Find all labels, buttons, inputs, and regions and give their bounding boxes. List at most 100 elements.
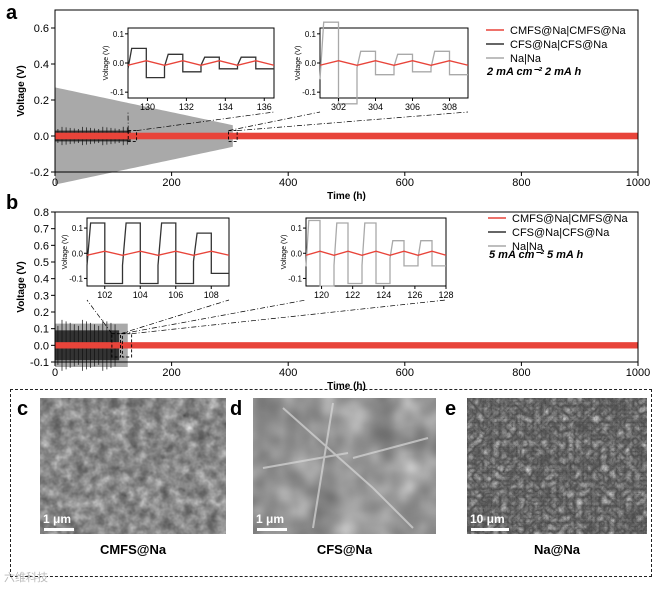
- x-axis-label: Time (h): [327, 381, 366, 392]
- inset-x-tick-label: 132: [179, 102, 194, 112]
- panel-letter-c: c: [17, 398, 29, 420]
- legend-label: CFS@Na|CFS@Na: [512, 227, 610, 239]
- inset-y-tick-label: 0.0: [113, 59, 125, 68]
- x-axis-label: Time (h): [327, 191, 366, 202]
- plot-frame: [54, 9, 639, 173]
- inset-x-tick-label: 106: [168, 290, 183, 300]
- sem-caption-na: Na@Na: [534, 542, 580, 557]
- inset-y-tick-label: 0.1: [113, 30, 125, 39]
- inset-x-tick-label: 308: [442, 102, 457, 112]
- x-tick-label: 200: [162, 177, 180, 189]
- x-tick-label: 1000: [626, 367, 650, 379]
- inset-y-tick-label: 0.0: [291, 249, 303, 258]
- watermark-text: 六维科技: [4, 571, 48, 584]
- sem-texture-smooth: [253, 398, 436, 534]
- y-tick-label: 0.8: [34, 207, 49, 219]
- inset-cfs-trace: [127, 47, 274, 79]
- condition-label: 2 mA cm⁻² 2 mA h: [486, 66, 582, 78]
- y-tick-label: 0.7: [34, 224, 49, 236]
- inset-y-tick-label: 0.0: [72, 249, 84, 258]
- y-tick-label: 0.0: [34, 340, 49, 352]
- inset-x-tick-label: 102: [97, 290, 112, 300]
- inset-x-tick-label: 124: [376, 290, 391, 300]
- x-tick-label: 600: [396, 367, 414, 379]
- inset-x-tick-label: 134: [218, 102, 233, 112]
- zoom-connector: [86, 299, 113, 334]
- x-tick-label: 800: [512, 367, 530, 379]
- y-axis-label: Voltage (V): [16, 65, 27, 116]
- x-tick-label: 800: [512, 177, 530, 189]
- inset-x-tick-label: 128: [438, 290, 453, 300]
- y-tick-label: 0.2: [34, 95, 49, 107]
- y-tick-label: 0.5: [34, 257, 49, 269]
- panel-letter-b: b: [6, 192, 19, 214]
- y-tick-label: 0.2: [34, 307, 49, 319]
- y-tick-label: 0.1: [34, 324, 49, 336]
- inset-y-tick-label: 0.1: [305, 30, 317, 39]
- inset-x-tick-label: 306: [405, 102, 420, 112]
- legend-label: Na|Na: [512, 241, 544, 253]
- panel-letter-d: d: [230, 398, 243, 420]
- inset-frame: [127, 27, 275, 99]
- inset-cfs-trace: [86, 222, 229, 285]
- inset-na-trace: [305, 219, 446, 287]
- inset-y-tick-label: -0.1: [302, 88, 316, 97]
- x-tick-label: 200: [162, 367, 180, 379]
- legend-label: CFS@Na|CFS@Na: [510, 39, 608, 51]
- inset-x-tick-label: 304: [368, 102, 383, 112]
- zoom-connector: [237, 111, 469, 131]
- inset-cmfs-trace: [305, 250, 447, 256]
- zoom-box: [121, 333, 133, 358]
- condition-label: 5 mA cm⁻² 5 mA h: [489, 249, 584, 261]
- y-tick-label: -0.2: [30, 167, 49, 179]
- sem-caption-cmfs: CMFS@Na: [99, 542, 167, 557]
- inset-y-tick-label: -0.1: [288, 274, 302, 283]
- zoom-box: [127, 130, 138, 142]
- inset-y-axis-label: Voltage (V): [62, 235, 69, 270]
- scale-bar: [44, 528, 74, 531]
- inset-x-tick-label: 108: [204, 290, 219, 300]
- zoom-connector: [120, 299, 230, 335]
- sem-texture-rough: [467, 398, 647, 534]
- series-cmfs-band: [55, 132, 638, 140]
- legend-label: CMFS@Na|CMFS@Na: [510, 25, 627, 37]
- inset-x-tick-label: 122: [345, 290, 360, 300]
- y-tick-label: 0.6: [34, 23, 49, 35]
- sem-caption-cfs: CFS@Na: [316, 542, 373, 557]
- inset-x-tick-label: 120: [314, 290, 329, 300]
- x-tick-label: 0: [52, 177, 58, 189]
- zoom-connector: [228, 111, 321, 131]
- inset-y-tick-label: 0.1: [72, 224, 84, 233]
- panel-letter-a: a: [6, 2, 18, 24]
- inset-y-axis-label: Voltage (V): [103, 46, 110, 81]
- panel-letter-e: e: [445, 398, 457, 420]
- inset-y-tick-label: -0.1: [110, 88, 124, 97]
- y-tick-label: 0.0: [34, 131, 49, 143]
- zoom-box: [111, 333, 121, 358]
- figure-charts: 0 200 400 600 800 1000 -0.2 0.0 0.2 0.4 0.6 Time (h…: [16, 9, 650, 392]
- y-tick-label: 0.4: [34, 59, 49, 71]
- inset-cmfs-trace: [86, 250, 230, 256]
- inset-x-tick-label: 136: [257, 102, 272, 112]
- inset-y-tick-label: 0.0: [305, 59, 317, 68]
- sem-texture-fibrous: [40, 398, 226, 534]
- sem-image-cmfs: 1 μm: [40, 398, 226, 534]
- y-tick-label: 0.3: [34, 290, 49, 302]
- x-tick-label: 600: [396, 177, 414, 189]
- inset-cmfs-trace: [319, 60, 469, 66]
- chart-panel-b: 0 200 400 600 800 1000 -0.1 0.0 0.1 0.2 0.3 0.4 0.5 0…: [16, 207, 650, 392]
- sem-image-na: 10 μm: [467, 398, 647, 534]
- inset-y-axis-label: Voltage (V): [295, 46, 302, 81]
- plot-frame: [54, 211, 639, 363]
- series-cmfs-band: [55, 342, 638, 349]
- sem-image-cfs: 1 μm: [253, 398, 436, 534]
- legend-label: CMFS@Na|CMFS@Na: [512, 213, 629, 225]
- chart-panel-a: 0 200 400 600 800 1000 -0.2 0.0 0.2 0.4 0.6 Time (h…: [16, 9, 650, 202]
- scale-label: 10 μm: [470, 512, 505, 526]
- scale-label: 1 μm: [43, 512, 72, 526]
- x-tick-label: 0: [52, 367, 58, 379]
- zoom-connector: [131, 299, 447, 335]
